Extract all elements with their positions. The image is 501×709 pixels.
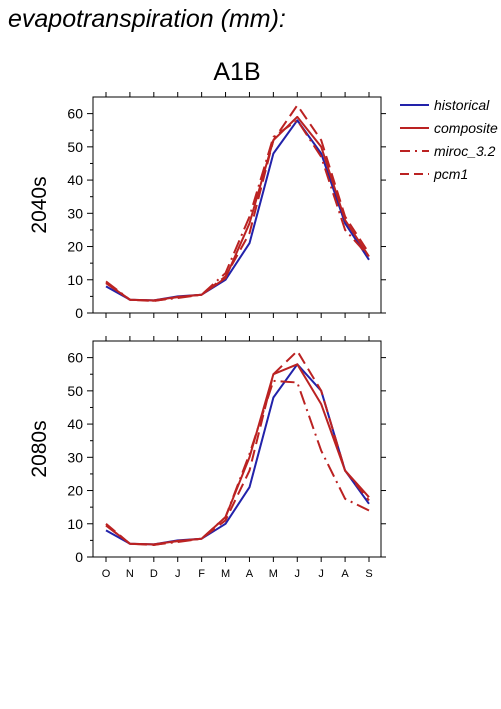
x-tick-label: M <box>269 568 278 580</box>
legend-label: historical <box>434 97 490 113</box>
x-tick-label: M <box>221 568 230 580</box>
y-tick-label: 60 <box>67 106 83 122</box>
x-tick-label: D <box>150 568 158 580</box>
series-line-pcm1 <box>105 350 370 546</box>
series-line-pcm1 <box>105 104 370 302</box>
y-tick-label: 10 <box>67 516 83 532</box>
y-tick-label: 50 <box>67 139 83 155</box>
plot-frame <box>92 96 382 314</box>
series-line-historical <box>105 119 370 302</box>
series-line-composite <box>105 363 370 546</box>
x-tick-label: J <box>175 568 181 580</box>
scenario-title: A1B <box>213 58 260 86</box>
panels-layer: 0 10 20 30 40 50 60 2040s 0 10 20 30 40 50 60 O N D J F M A M J… <box>28 92 386 580</box>
y-tick-label: 40 <box>67 416 83 432</box>
y-tick-label: 40 <box>67 172 83 188</box>
y-tick-label: 30 <box>67 205 83 221</box>
y-tick-label: 60 <box>67 350 83 366</box>
series-line-composite <box>105 115 370 302</box>
y-tick-label: 50 <box>67 383 83 399</box>
legend: historical composite miroc_3.2 pcm1 <box>400 97 498 182</box>
x-tick-label: J <box>318 568 324 580</box>
y-tick-label: 10 <box>67 272 83 288</box>
series-line-historical <box>105 363 370 546</box>
x-tick-label: S <box>365 568 372 580</box>
legend-label: composite <box>434 120 498 136</box>
panel-label: 2080s <box>28 420 51 477</box>
x-tick-label: F <box>198 568 205 580</box>
panel-2080s: 0 10 20 30 40 50 60 O N D J F M A M J J A S 2080s <box>28 336 386 580</box>
panel-label: 2040s <box>28 176 51 233</box>
panel-2040s: 0 10 20 30 40 50 60 2040s <box>28 92 386 321</box>
y-tick-label: 20 <box>67 239 83 255</box>
figure-title: evapotranspiration (mm): <box>8 5 286 33</box>
plot-frame <box>92 340 382 558</box>
y-tick-label: 0 <box>75 549 83 565</box>
series-line-miroc-3-2 <box>105 379 370 546</box>
y-tick-label: 20 <box>67 483 83 499</box>
x-tick-label: N <box>126 568 134 580</box>
x-tick-label: J <box>295 568 301 580</box>
series-line-miroc-3-2 <box>105 119 370 302</box>
x-tick-label: A <box>246 568 254 580</box>
y-tick-label: 0 <box>75 305 83 321</box>
legend-label: pcm1 <box>433 166 468 182</box>
x-tick-label: A <box>341 568 349 580</box>
legend-label: miroc_3.2 <box>434 143 496 159</box>
y-tick-label: 30 <box>67 449 83 465</box>
x-tick-label: O <box>102 568 111 580</box>
